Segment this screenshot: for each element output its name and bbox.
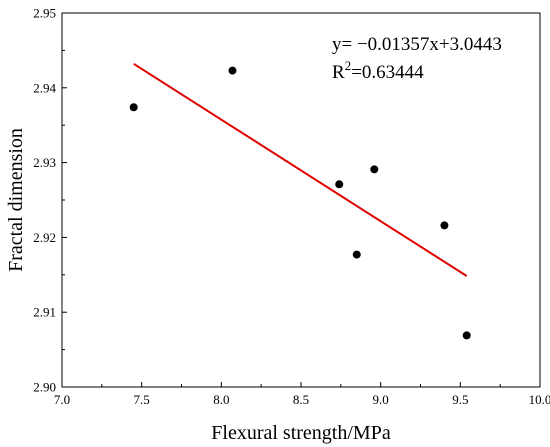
y-tick-label: 2.91 — [33, 305, 56, 320]
x-tick-label: 9.5 — [452, 392, 468, 407]
regression-equation: y= −0.01357x+3.0443 — [332, 34, 502, 55]
x-axis-title: Flexural strength/MPa — [211, 422, 391, 444]
data-point — [129, 103, 138, 112]
y-axis-ticks: 2.90 2.91 2.92 2.93 2.94 2.95 — [33, 6, 67, 395]
y-tick-label: 2.92 — [33, 230, 56, 245]
data-point — [462, 331, 471, 340]
data-points — [129, 66, 471, 340]
x-tick-label: 8.0 — [213, 392, 229, 407]
x-tick-label: 8.5 — [293, 392, 309, 407]
r-squared-value: =0.63444 — [351, 62, 424, 83]
x-tick-label: 9.0 — [373, 392, 389, 407]
data-point — [352, 250, 361, 259]
data-point — [335, 180, 344, 189]
x-tick-label: 7.5 — [134, 392, 150, 407]
y-tick-label: 2.94 — [33, 80, 56, 95]
x-tick-label: 7.0 — [54, 392, 70, 407]
y-axis-title: Fractal dimension — [5, 128, 27, 272]
y-tick-label: 2.90 — [33, 380, 56, 395]
r-squared-superscript: 2 — [345, 58, 352, 73]
y-tick-label: 2.93 — [33, 155, 56, 170]
r-squared-label: R2=0.63444 — [332, 58, 424, 83]
data-point — [440, 221, 449, 230]
regression-line — [133, 62, 468, 277]
y-tick-label: 2.95 — [33, 6, 56, 21]
plot-frame — [61, 12, 541, 388]
plot-border — [61, 12, 541, 388]
x-tick-label: 10.0 — [529, 392, 550, 407]
data-point — [228, 66, 237, 75]
r-squared-prefix: R — [332, 62, 345, 83]
fit-line-layer — [133, 62, 468, 277]
x-axis-ticks: 7.0 7.5 8.0 8.5 9.0 9.5 10.0 — [54, 382, 550, 407]
data-point — [370, 165, 379, 174]
